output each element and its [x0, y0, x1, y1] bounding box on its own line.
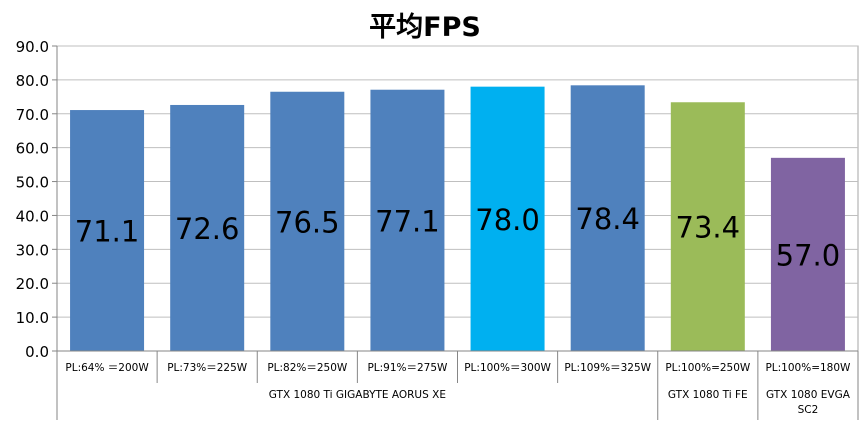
- data-label: 71.1: [75, 215, 140, 249]
- category-label: PL:91%＝275W: [367, 362, 448, 374]
- category-label: PL:100%=250W: [665, 362, 751, 374]
- y-tick-label: 10.0: [16, 309, 49, 327]
- y-tick-label: 90.0: [16, 38, 49, 56]
- category-label: PL:82%＝250W: [267, 362, 348, 374]
- bar: [770, 157, 845, 351]
- chart-title: 平均FPS: [369, 12, 481, 43]
- x-axis: PL:64% ＝200W PL:73%＝225W PL:82%＝250W PL:91%…: [56, 350, 859, 420]
- y-tick-label: 0.0: [25, 343, 49, 361]
- group-label: GTX 1080 Ti GIGABYTE AORUS XE: [269, 389, 446, 401]
- bars: [70, 85, 845, 352]
- y-tick-label: 30.0: [16, 241, 49, 259]
- y-tick-label: 70.0: [16, 106, 49, 124]
- bar: [270, 91, 345, 351]
- category-label: PL:109%＝325W: [564, 362, 651, 374]
- data-label: 78.0: [475, 203, 540, 237]
- data-label: 57.0: [776, 238, 841, 272]
- category-label: PL:100%＝300W: [464, 362, 551, 374]
- data-label: 76.5: [275, 205, 340, 239]
- data-label: 78.4: [575, 202, 640, 236]
- y-tick-label: 80.0: [16, 72, 49, 90]
- y-tick-label: 20.0: [16, 275, 49, 293]
- group-label: GTX 1080 Ti FE: [668, 389, 748, 401]
- data-labels: 71.1 72.6 76.5 77.1 78.0 78.4 73.4 57.0: [75, 202, 840, 272]
- y-axis: 0.0 10.0 20.0 30.0 40.0 50.0 60.0 70.0 80.0 90.0: [16, 38, 58, 361]
- category-label: PL:73%＝225W: [167, 362, 248, 374]
- y-tick-label: 60.0: [16, 140, 49, 158]
- group-label: SC2: [798, 404, 819, 416]
- data-label: 73.4: [676, 211, 741, 245]
- bar: [70, 110, 145, 351]
- data-label: 72.6: [175, 212, 240, 246]
- data-label: 77.1: [375, 204, 440, 238]
- bar: [670, 102, 745, 351]
- category-label: PL:100%=180W: [765, 362, 851, 374]
- category-label: PL:64% ＝200W: [65, 362, 149, 374]
- y-tick-label: 40.0: [16, 207, 49, 225]
- group-label: GTX 1080 EVGA: [766, 389, 851, 401]
- y-tick-label: 50.0: [16, 174, 49, 192]
- bar: [170, 104, 245, 351]
- bar: [370, 89, 445, 351]
- bar: [470, 86, 545, 352]
- bar: [570, 85, 645, 352]
